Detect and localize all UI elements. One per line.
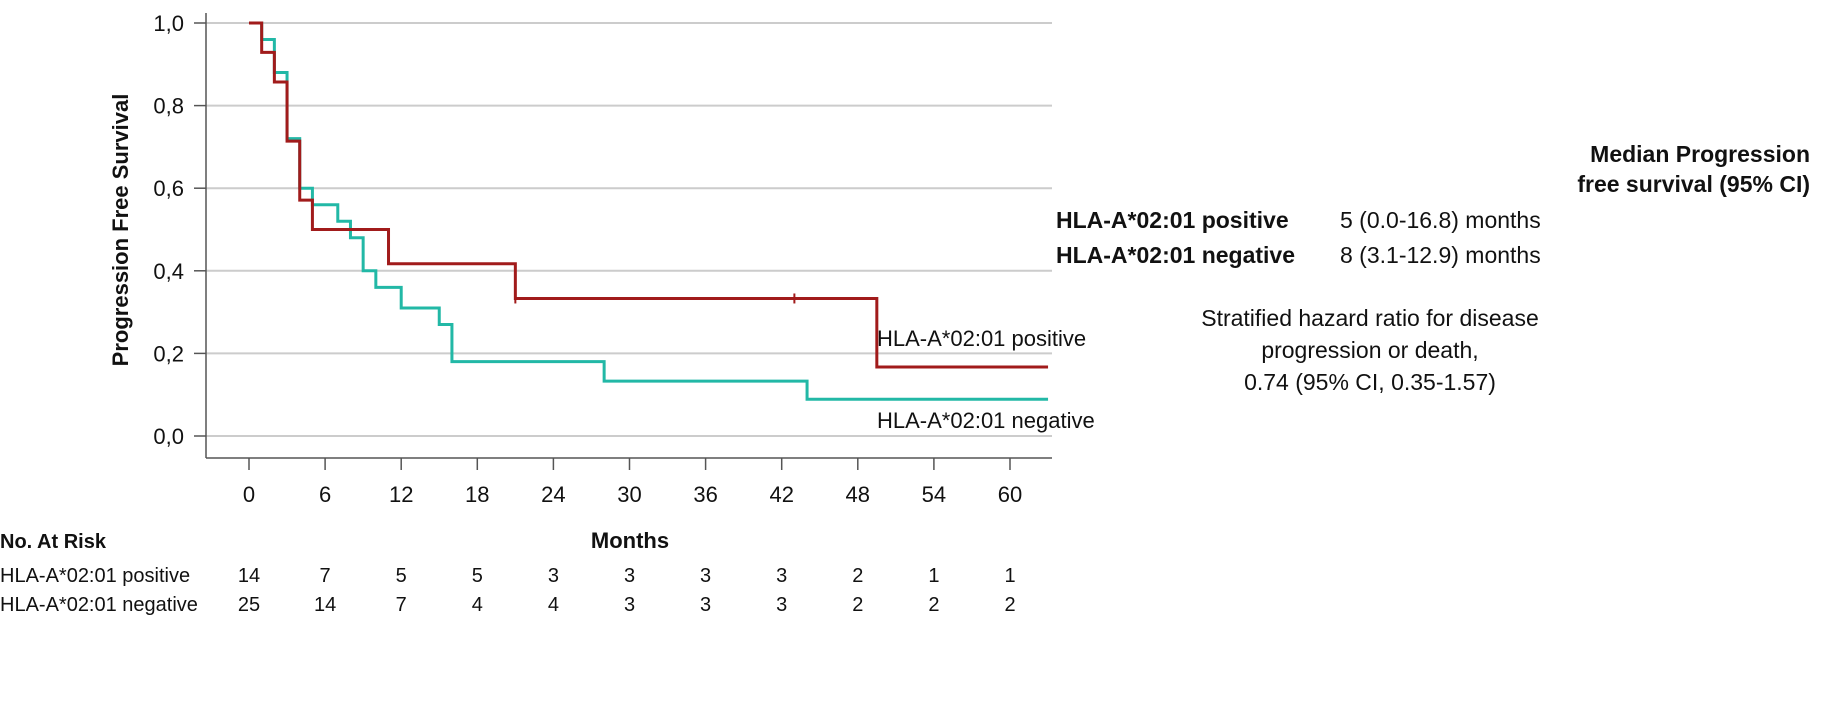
risk-value-negative-3: 4 xyxy=(472,594,483,616)
risk-row-label-negative: HLA-A*02:01 negative xyxy=(0,594,198,616)
y-axis-label: Progression Free Survival xyxy=(108,94,133,367)
median-annotation: Median Progression free survival (95% CI… xyxy=(1010,138,1810,288)
median-value-negative: 8 (3.1-12.9) months xyxy=(1340,242,1541,268)
median-value-positive: 5 (0.0-16.8) months xyxy=(1340,207,1541,233)
risk-value-negative-4: 4 xyxy=(548,594,559,616)
risk-value-positive-9: 1 xyxy=(928,565,939,587)
hazard-ratio-annotation: Stratified hazard ratio for disease prog… xyxy=(1140,302,1600,398)
risk-value-negative-10: 2 xyxy=(1004,594,1015,616)
x-ticks: 0 6 12 18 24 30 36 42 48 54 60 xyxy=(243,458,1022,507)
x-tick-label-10: 60 xyxy=(998,482,1022,507)
risk-value-positive-3: 5 xyxy=(472,565,483,587)
risk-value-negative-2: 7 xyxy=(396,594,407,616)
risk-value-negative-8: 2 xyxy=(852,594,863,616)
hr-line3: 0.74 (95% CI, 0.35-1.57) xyxy=(1244,369,1496,395)
x-tick-label-2: 12 xyxy=(389,482,413,507)
y-tick-label-2: 0,4 xyxy=(153,259,184,284)
x-axis-label: Months xyxy=(591,528,669,553)
risk-value-negative-5: 3 xyxy=(624,594,635,616)
risk-value-positive-7: 3 xyxy=(776,565,787,587)
y-ticks: 0,0 0,2 0,4 0,6 0,8 1,0 xyxy=(153,11,206,449)
risk-value-positive-10: 1 xyxy=(1004,565,1015,587)
median-header-line2: free survival (95% CI) xyxy=(1577,171,1810,197)
y-tick-label-1: 0,2 xyxy=(153,341,184,366)
x-tick-label-8: 48 xyxy=(846,482,870,507)
median-group-negative: HLA-A*02:01 negative xyxy=(1056,242,1296,268)
x-tick-label-6: 36 xyxy=(693,482,717,507)
curve-negative xyxy=(249,21,1049,401)
median-group-positive: HLA-A*02:01 positive xyxy=(1056,207,1289,233)
curve-positive xyxy=(249,21,1049,369)
x-tick-label-0: 0 xyxy=(243,482,255,507)
risk-value-positive-1: 7 xyxy=(320,565,331,587)
risk-value-positive-2: 5 xyxy=(396,565,407,587)
risk-value-negative-6: 3 xyxy=(700,594,711,616)
median-header-line1: Median Progression xyxy=(1590,141,1810,167)
risk-value-positive-0: 14 xyxy=(238,565,260,587)
x-tick-label-7: 42 xyxy=(769,482,793,507)
risk-table: No. At Risk HLA-A*02:01 positive HLA-A*0… xyxy=(0,531,1016,616)
y-tick-label-3: 0,6 xyxy=(153,176,184,201)
risk-value-negative-1: 14 xyxy=(314,594,336,616)
x-tick-label-1: 6 xyxy=(319,482,331,507)
risk-value-positive-4: 3 xyxy=(548,565,559,587)
hr-line1: Stratified hazard ratio for disease xyxy=(1201,305,1539,331)
hr-line2: progression or death, xyxy=(1261,337,1479,363)
curve-label-positive: HLA-A*02:01 positive xyxy=(877,326,1086,351)
survival-curves xyxy=(249,21,1049,401)
y-tick-label-0: 0,0 xyxy=(153,424,184,449)
axes xyxy=(205,13,1052,459)
y-tick-label-4: 0,8 xyxy=(153,94,184,119)
grid-lines xyxy=(206,22,1052,437)
x-tick-label-5: 30 xyxy=(617,482,641,507)
x-tick-label-4: 24 xyxy=(541,482,565,507)
risk-value-positive-8: 2 xyxy=(852,565,863,587)
risk-row-label-positive: HLA-A*02:01 positive xyxy=(0,565,190,587)
x-tick-label-9: 54 xyxy=(922,482,946,507)
risk-value-negative-0: 25 xyxy=(238,594,260,616)
risk-value-negative-7: 3 xyxy=(776,594,787,616)
risk-value-positive-5: 3 xyxy=(624,565,635,587)
y-tick-label-5: 1,0 xyxy=(153,11,184,36)
risk-table-title: No. At Risk xyxy=(0,531,107,553)
x-tick-label-3: 18 xyxy=(465,482,489,507)
curve-label-negative: HLA-A*02:01 negative xyxy=(877,408,1095,433)
risk-value-negative-9: 2 xyxy=(928,594,939,616)
risk-value-positive-6: 3 xyxy=(700,565,711,587)
